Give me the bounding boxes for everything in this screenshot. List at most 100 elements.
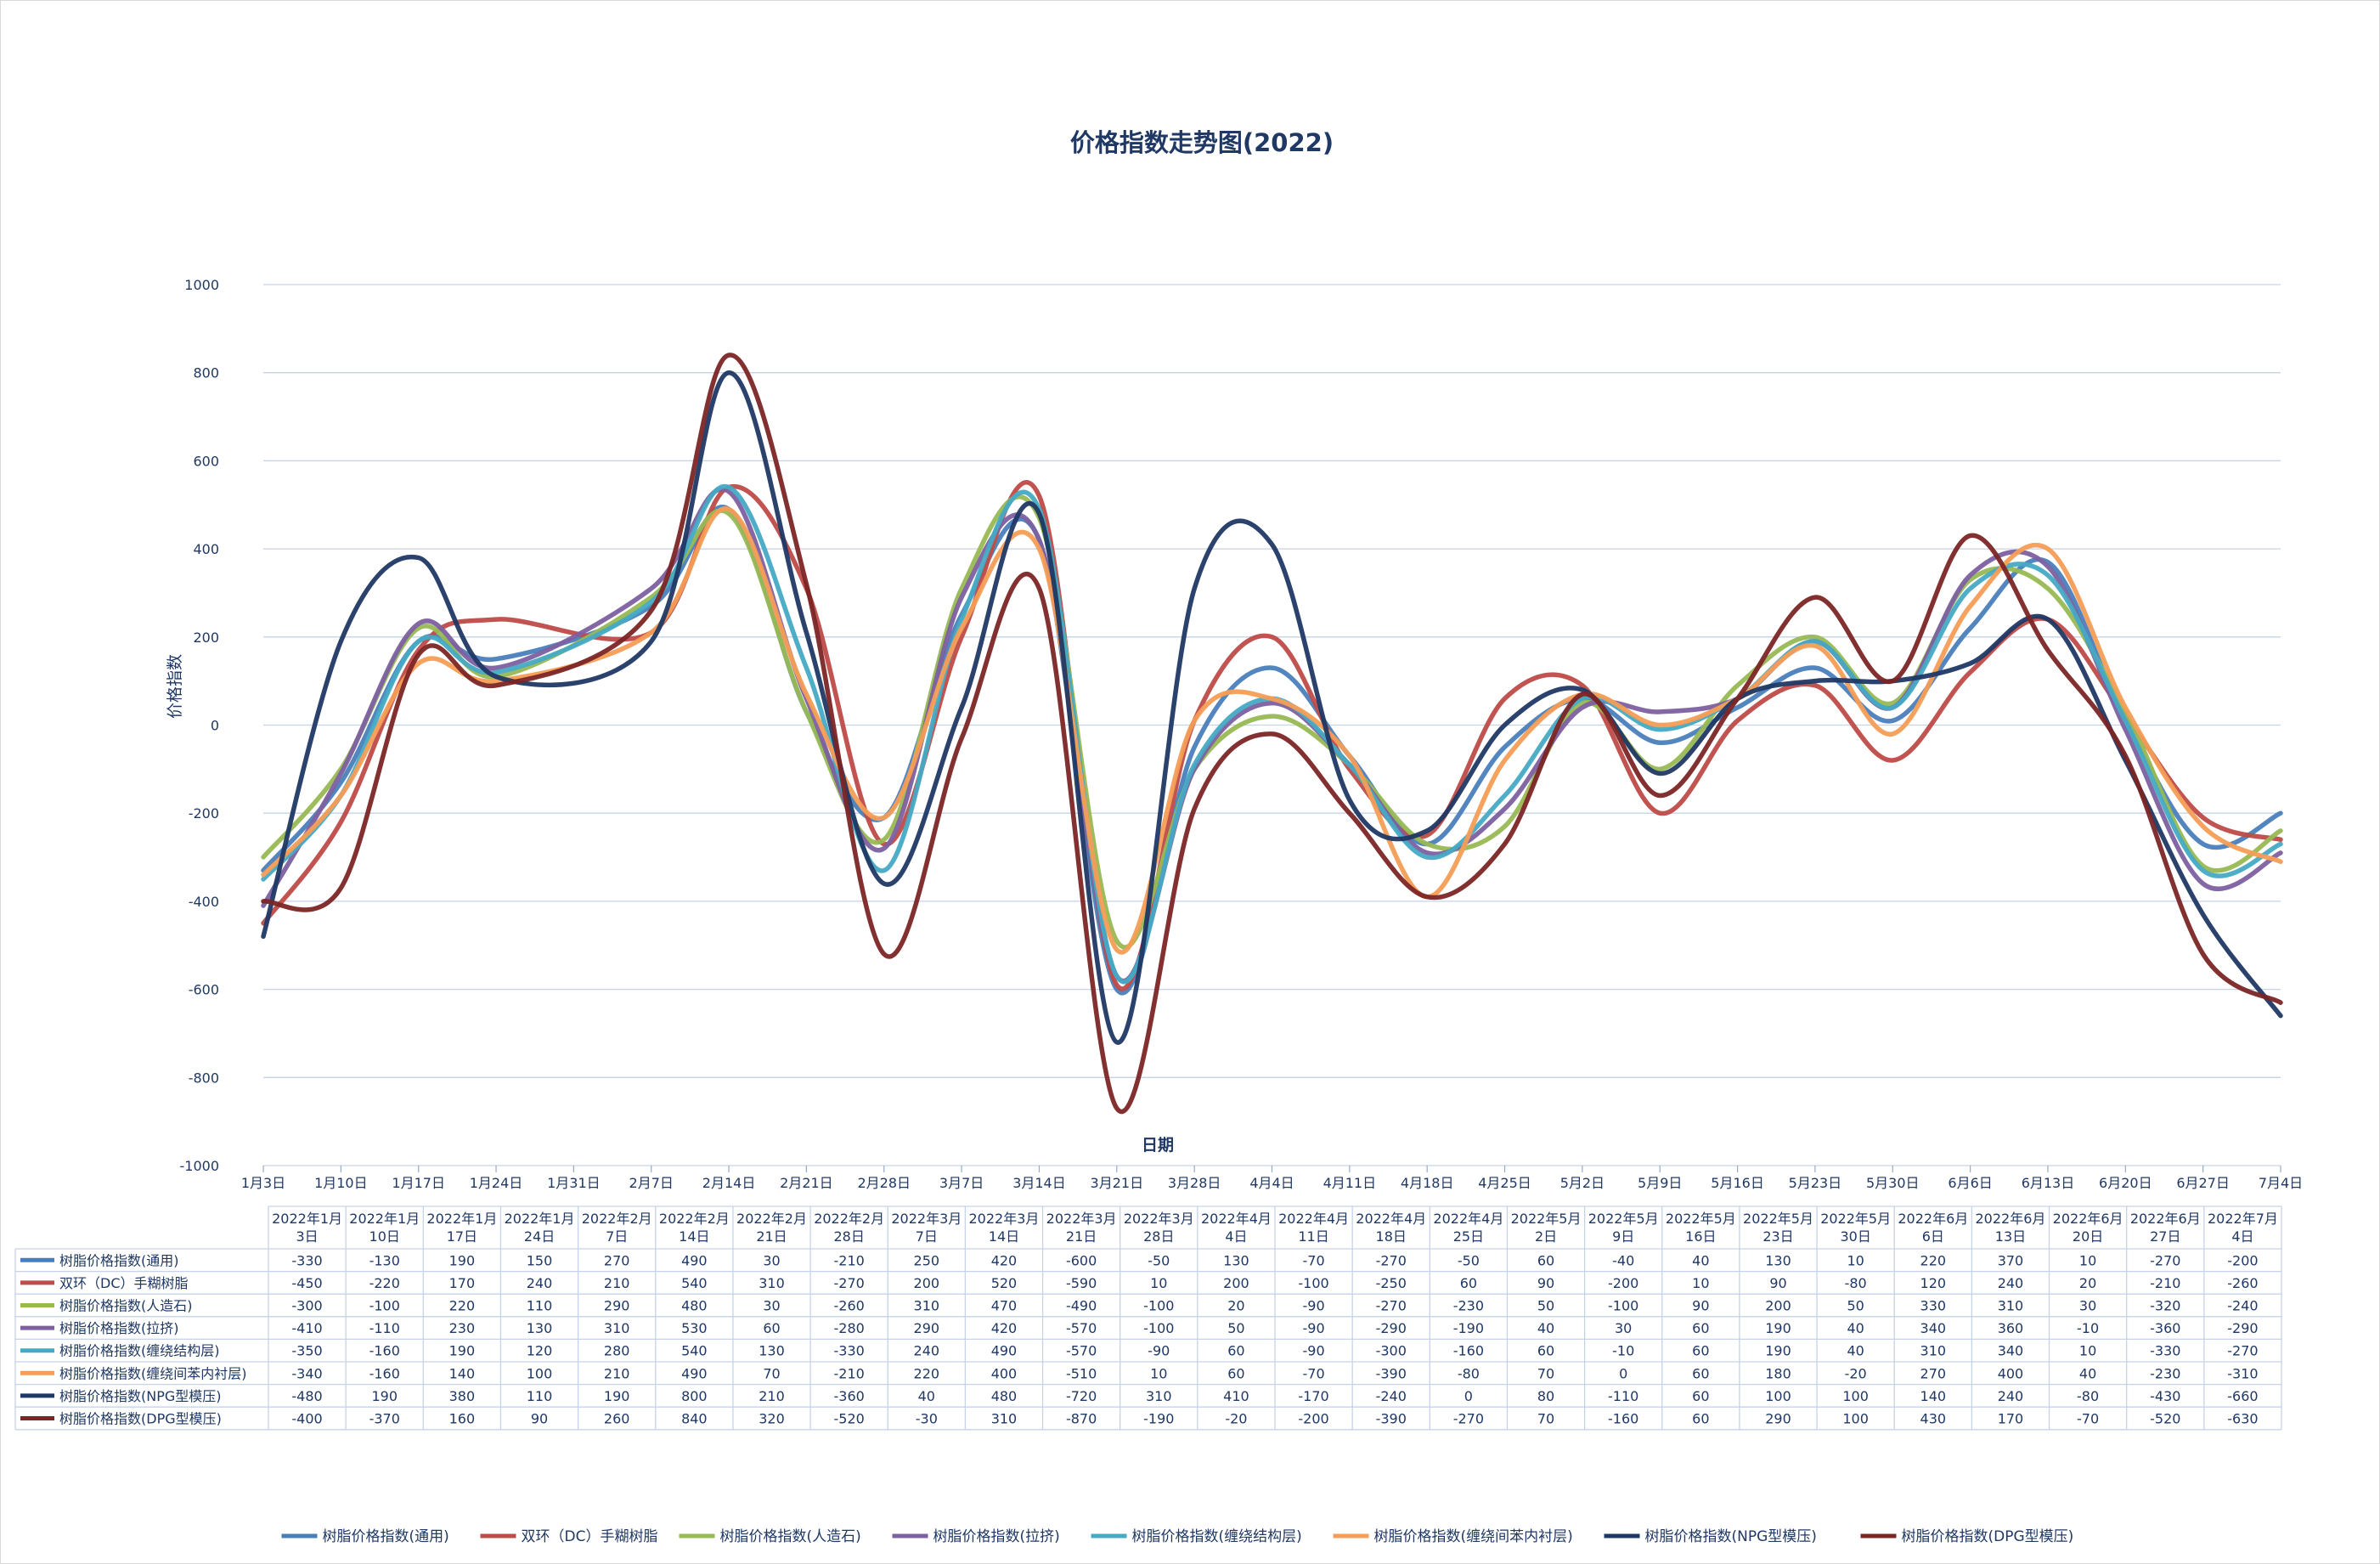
table-cell: 490 <box>681 1365 708 1381</box>
table-cell: 10 <box>2079 1343 2096 1359</box>
x-tick-label: 3月14日 <box>1012 1175 1066 1191</box>
table-cell: -600 <box>1066 1252 1097 1268</box>
table-cell: -270 <box>2150 1252 2180 1268</box>
table-cell: -70 <box>1303 1365 1325 1381</box>
table-cell: -230 <box>1453 1298 1484 1314</box>
table-cell: 310 <box>1920 1343 1947 1359</box>
table-header-cell: 2日 <box>1535 1228 1557 1245</box>
y-tick-label: 1000 <box>184 277 219 293</box>
x-tick-label: 5月23日 <box>1789 1175 1842 1191</box>
table-cell: 170 <box>449 1275 476 1291</box>
table-cell: -80 <box>1458 1365 1480 1381</box>
table-cell: 220 <box>449 1298 476 1314</box>
table-cell: 330 <box>1920 1298 1947 1314</box>
table-cell: -70 <box>2077 1411 2099 1427</box>
table-cell: 50 <box>1227 1320 1244 1336</box>
legend-label-5: 树脂价格指数(缠绕结构层) <box>1132 1528 1302 1545</box>
table-cell: 270 <box>1920 1365 1947 1381</box>
table-header-cell: 4日 <box>1225 1228 1247 1245</box>
table-cell: -300 <box>291 1298 322 1314</box>
table-cell: 340 <box>1998 1343 2024 1359</box>
table-cell: -70 <box>1303 1252 1325 1268</box>
table-cell: 140 <box>449 1365 476 1381</box>
table-row-label: 树脂价格指数(缠绕结构层) <box>59 1343 220 1359</box>
table-cell: -50 <box>1458 1252 1480 1268</box>
table-cell: 110 <box>527 1388 553 1404</box>
table-cell: 380 <box>449 1388 476 1404</box>
x-tick-label: 3月28日 <box>1168 1175 1221 1191</box>
series-line-8 <box>261 353 2283 1115</box>
legend-label-6: 树脂价格指数(缠绕间苯内衬层) <box>1374 1528 1573 1545</box>
table-cell: 520 <box>991 1275 1018 1291</box>
table-header-cell: 2022年4月 <box>1278 1211 1349 1227</box>
table-cell: 60 <box>1692 1388 1709 1404</box>
table-cell: -100 <box>1608 1298 1638 1314</box>
table-cell: 60 <box>1692 1411 1709 1427</box>
table-cell: 30 <box>1615 1320 1632 1336</box>
table-cell: 400 <box>1998 1365 2024 1381</box>
table-cell: -160 <box>1608 1411 1638 1427</box>
x-tick-label: 2月28日 <box>857 1175 911 1191</box>
table-cell: 10 <box>1150 1365 1167 1381</box>
legend-label-1: 树脂价格指数(通用) <box>323 1528 449 1545</box>
table-cell: 50 <box>1537 1298 1554 1314</box>
table-cell: -370 <box>369 1411 400 1427</box>
x-tick-label: 4月25日 <box>1478 1175 1531 1191</box>
table-cell: -100 <box>1143 1298 1174 1314</box>
table-cell: 80 <box>1537 1388 1554 1404</box>
table-header-cell: 2022年1月 <box>426 1211 497 1227</box>
table-cell: -320 <box>2150 1298 2180 1314</box>
table-cell: -330 <box>2150 1343 2180 1359</box>
y-tick-label: -200 <box>189 805 219 822</box>
x-tick-label: 5月30日 <box>1866 1175 1920 1191</box>
x-tick-label: 5月16日 <box>1711 1175 1764 1191</box>
x-tick-label: 1月17日 <box>392 1175 445 1191</box>
x-tick-label: 5月2日 <box>1560 1175 1605 1191</box>
x-tick-label: 2月7日 <box>629 1175 674 1191</box>
table-cell: 290 <box>604 1298 630 1314</box>
x-tick-label: 2月14日 <box>702 1175 756 1191</box>
table-cell: 190 <box>1765 1320 1791 1336</box>
table-cell: -290 <box>2227 1320 2258 1336</box>
y-tick-label: -800 <box>189 1070 219 1086</box>
table-cell: -200 <box>1298 1411 1328 1427</box>
table-cell: 210 <box>604 1275 630 1291</box>
table-header-cell: 28日 <box>1143 1228 1174 1245</box>
series-line-3 <box>261 494 2283 950</box>
table-cell: -10 <box>2077 1320 2099 1336</box>
x-tick-label: 3月21日 <box>1091 1175 1144 1191</box>
table-cell: 70 <box>763 1365 780 1381</box>
table-cell: 340 <box>1920 1320 1947 1336</box>
table-header-cell: 24日 <box>524 1228 555 1245</box>
table-cell: 360 <box>1998 1320 2024 1336</box>
table-cell: -170 <box>1298 1388 1328 1404</box>
table-cell: 260 <box>604 1411 630 1427</box>
table-cell: -270 <box>1376 1298 1407 1314</box>
table-header-cell: 2022年4月 <box>1356 1211 1426 1227</box>
table-cell: -330 <box>833 1343 864 1359</box>
table-cell: -330 <box>291 1252 322 1268</box>
table-cell: -240 <box>2227 1298 2258 1314</box>
table-cell: 40 <box>1847 1320 1864 1336</box>
grid <box>263 284 2281 1166</box>
table-cell: -270 <box>1376 1252 1407 1268</box>
table-header-cell: 2022年2月 <box>814 1211 884 1227</box>
table-header-cell: 14日 <box>989 1228 1019 1245</box>
table-cell: -200 <box>2227 1252 2258 1268</box>
table-cell: 60 <box>1227 1365 1244 1381</box>
table-cell: 420 <box>991 1320 1018 1336</box>
table-header-cell: 11日 <box>1298 1228 1328 1245</box>
table-header-cell: 2022年5月 <box>1666 1211 1736 1227</box>
table-cell: 190 <box>1765 1343 1791 1359</box>
table-header-cell: 2022年4月 <box>1201 1211 1272 1227</box>
table-header-cell: 2022年7月 <box>2208 1211 2278 1227</box>
table-cell: 50 <box>1847 1298 1864 1314</box>
table-cell: -90 <box>1303 1320 1325 1336</box>
x-tick-label: 6月27日 <box>2176 1175 2230 1191</box>
table-cell: 290 <box>914 1320 940 1336</box>
x-tick-label: 1月24日 <box>470 1175 523 1191</box>
table-row-label: 双环（DC）手糊树脂 <box>59 1275 189 1291</box>
table-cell: 100 <box>527 1365 553 1381</box>
table-cell: 210 <box>604 1365 630 1381</box>
